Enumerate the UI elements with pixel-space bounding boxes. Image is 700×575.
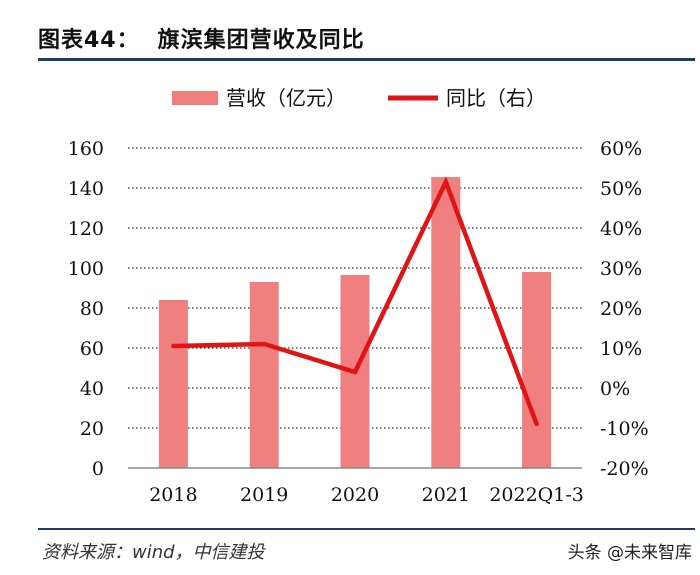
left-tick-label: 20 [80, 418, 104, 440]
bar [522, 272, 552, 468]
x-tick-label: 2020 [331, 484, 379, 506]
figure-title: 旗滨集团营收及同比 [157, 28, 365, 53]
figure-number: 图表44： [38, 28, 140, 53]
left-axis: 0 20 40 60 80 100 120 140 160 [68, 138, 104, 480]
legend: 营收（亿元） 同比（右） [172, 86, 546, 110]
bar [158, 300, 188, 468]
legend-bar-swatch [172, 91, 218, 105]
legend-line-label: 同比（右） [446, 86, 546, 110]
left-tick-label: 160 [68, 138, 104, 160]
line-series [171, 176, 539, 427]
legend-bar-label: 营收（亿元） [226, 86, 346, 110]
right-tick-label: 40% [600, 218, 642, 240]
x-axis: 2018 2019 2020 2021 2022Q1-3 [128, 467, 584, 506]
chart-title: 图表44： 旗滨集团营收及同比 [38, 22, 365, 54]
right-tick-label: 20% [600, 298, 642, 320]
bar [431, 177, 461, 468]
right-tick-label: -20% [600, 458, 649, 480]
left-tick-label: 120 [68, 218, 104, 240]
left-tick-label: 80 [80, 298, 104, 320]
right-tick-label: 10% [600, 338, 642, 360]
source-note: 资料来源：wind，中信建投 [42, 542, 265, 563]
x-tick-label: 2022Q1-3 [489, 484, 584, 506]
right-tick-label: 0% [600, 378, 630, 400]
right-tick-label: 30% [600, 258, 642, 280]
right-axis: -20% -10% 0% 10% 20% 30% 40% 50% 60% [600, 138, 649, 480]
left-tick-label: 60 [80, 338, 104, 360]
x-tick-label: 2021 [422, 484, 470, 506]
top-rule [38, 58, 695, 61]
watermark: 头条 @未来智库 [568, 538, 692, 563]
left-tick-label: 0 [92, 458, 104, 480]
right-tick-label: 60% [600, 138, 642, 160]
watermark-text: 头条 @未来智库 [567, 543, 692, 563]
x-tick-label: 2019 [240, 484, 288, 506]
x-tick-label: 2018 [149, 484, 197, 506]
bar [249, 282, 279, 468]
right-tick-label: 50% [600, 178, 642, 200]
bar-series [158, 177, 552, 468]
left-tick-label: 100 [68, 258, 104, 280]
right-tick-label: -10% [600, 418, 649, 440]
left-tick-label: 140 [68, 178, 104, 200]
left-tick-label: 40 [80, 378, 104, 400]
bottom-rule [38, 528, 695, 530]
